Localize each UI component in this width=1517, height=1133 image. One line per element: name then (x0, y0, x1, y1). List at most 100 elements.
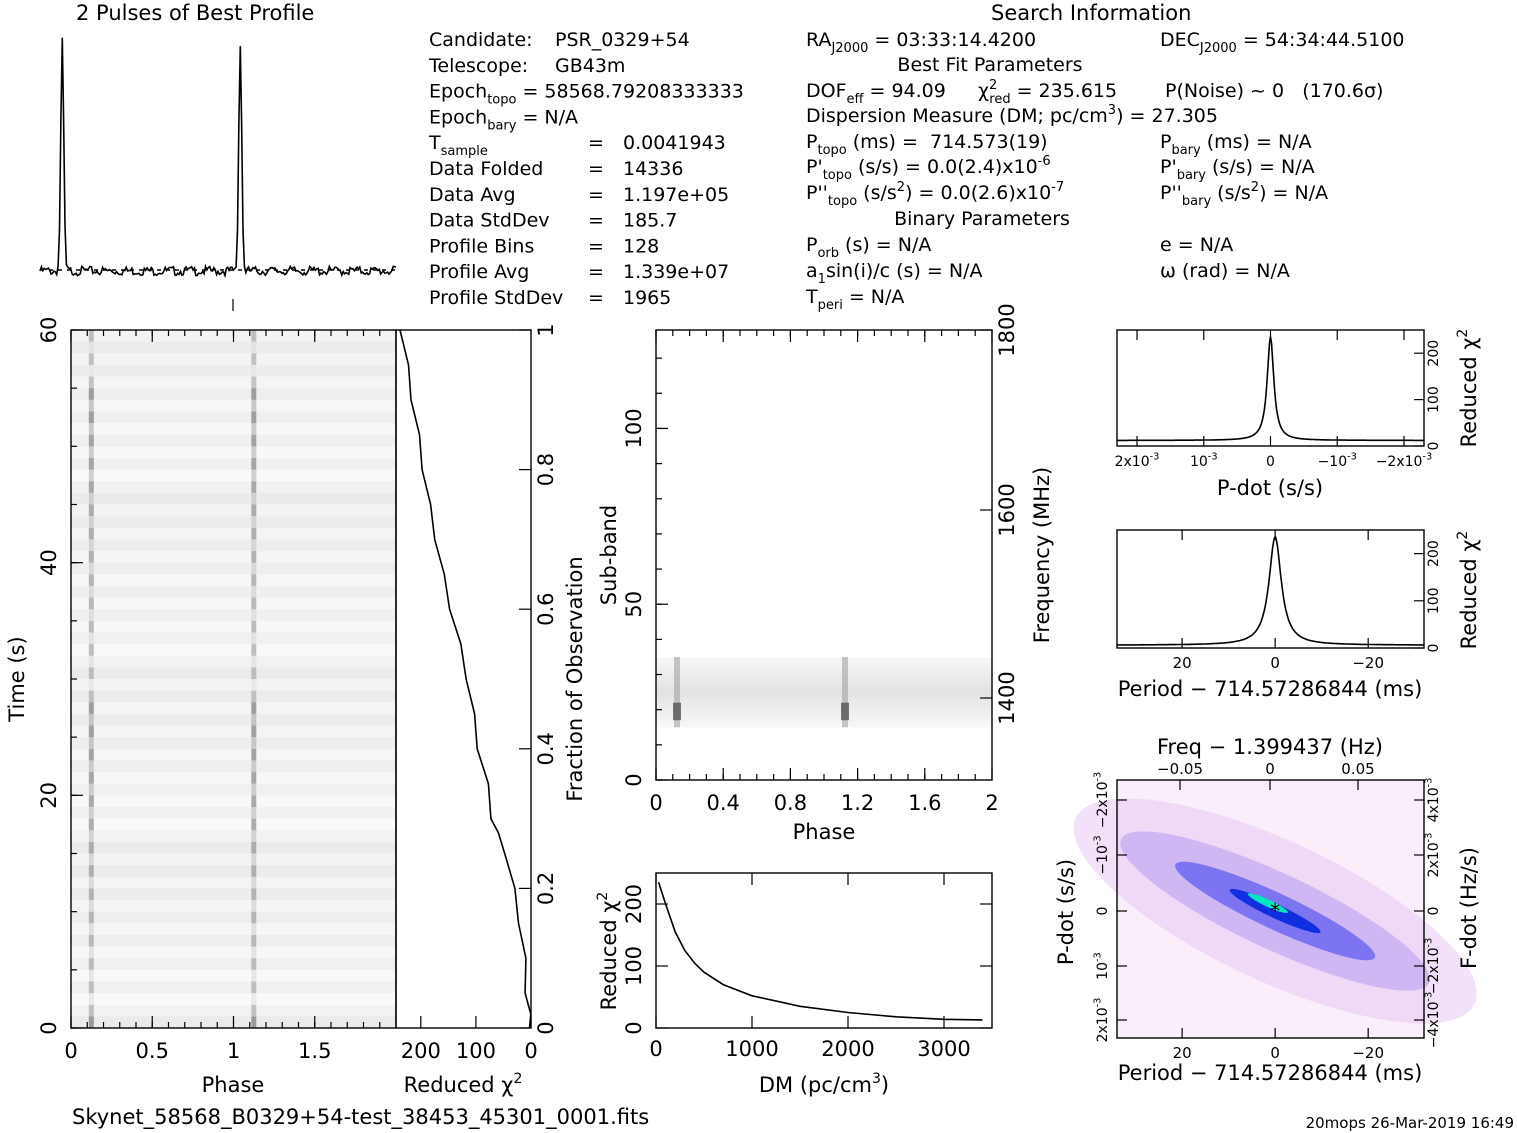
time-phase-axes: 0 0.5 1 1.5 0 20 40 60 (37, 317, 381, 1063)
dec-line: DECJ2000 = 54:34:44.5100 (1160, 29, 1405, 56)
subband-xtick-label: 1.2 (841, 791, 874, 815)
subband-xtick-label: 0 (649, 791, 662, 815)
info-left-value: GB43m (555, 55, 625, 77)
footer-filename: Skynet_58568_B0329+54-test_38453_45301_0… (72, 1105, 649, 1130)
pddtopo-line: P''topo (s/s2) = 0.0(2.6)x10-7 (806, 180, 1064, 209)
period-frame (1116, 529, 1425, 649)
time-phase-ytick-label: 20 (37, 782, 61, 809)
pp-dot-y2tick-label: 2x10-3 (1424, 833, 1442, 878)
time-phase-pulse-cell (251, 1004, 257, 1017)
period-ytick-label: 0 (1426, 644, 1442, 653)
time-phase-pulse-cell (88, 492, 94, 505)
pp-dot-best-marker: * (1270, 899, 1280, 923)
time-phase-row (71, 632, 396, 645)
pdtopo-line: P'topo (s/s) = 0.0(2.4)x10-6 (806, 154, 1051, 183)
dm-frame (655, 872, 993, 1029)
pdot-ytick-label: 0 (1426, 442, 1442, 451)
a1-line: a1sin(i)/c (s) = N/A (806, 260, 982, 287)
time-phase-row (71, 946, 396, 959)
time-phase-row (71, 516, 396, 528)
time-phase-pulse-cell (251, 539, 257, 552)
time-phase-row (71, 772, 396, 784)
pp-dot-x2tick-label: 0 (1265, 760, 1275, 778)
time-phase-pulse-cell (251, 713, 257, 726)
time-phase-pulse-cell (251, 725, 257, 738)
subband-xtick-label: 2 (985, 791, 998, 815)
time-phase-row (71, 737, 396, 749)
time-phase-pulse-cell (251, 667, 257, 679)
time-phase-pulse-cell (251, 527, 257, 540)
subband-xtick-label: 0.8 (774, 791, 807, 815)
time-phase-pulse-cell (88, 481, 94, 493)
time-phase-row (71, 551, 396, 563)
info-left-op: = (588, 132, 604, 154)
time-phase-plot: 0 0.5 1 1.5 0 20 40 60 Phase Time (s) (5, 317, 397, 1097)
time-phase-pulse-cell (88, 818, 94, 831)
dm-ylabel: Reduced χ2 (595, 892, 621, 1011)
time-phase-pulse-cell (251, 737, 257, 749)
time-phase-pulse-cell (251, 457, 257, 470)
fraction-ytick-label: 0.2 (534, 872, 558, 905)
info-mid-block: RAJ2000 = 03:33:14.4200 Best Fit Paramete… (805, 29, 1383, 313)
period-xtick-label: 0 (1270, 654, 1280, 672)
profile-title: 2 Pulses of Best Profile (76, 1, 314, 25)
time-phase-pulse-cell (251, 469, 257, 482)
pp-dot-y2tick-label: 0 (1426, 907, 1442, 916)
time-phase-row (71, 900, 396, 912)
info-left-key: Data Folded (429, 158, 543, 180)
time-phase-row (71, 585, 396, 598)
time-phase-pulse-cell (251, 434, 257, 447)
time-phase-pulse-cell (88, 713, 94, 726)
pp-dot-y2tick-label: 4x10-3 (1424, 778, 1442, 823)
pdot-ytick-label: 200 (1426, 340, 1442, 367)
pbary-line: Pbary (ms) = N/A (1160, 131, 1312, 158)
subband-pulse-core (841, 702, 849, 721)
time-phase-row (71, 539, 396, 552)
time-phase-pulse-cell (88, 772, 94, 784)
time-phase-pulse-cell (251, 772, 257, 784)
dm-line: Dispersion Measure (DM; pc/cm3) = 27.305 (806, 103, 1218, 127)
period-xlabel: Period − 714.57286844 (ms) (1118, 677, 1423, 701)
pp-dot-xtick-label: 0 (1270, 1044, 1280, 1062)
time-phase-pulse-cell (251, 934, 257, 947)
subband-phase-xlabel: Phase (793, 820, 856, 844)
time-phase-pulse-cell (251, 388, 257, 400)
reduced-chi-fraction-curve (399, 329, 532, 1029)
time-phase-pulse-cell (88, 516, 94, 528)
time-phase-row (71, 434, 396, 447)
time-phase-pulse-cell (251, 900, 257, 912)
time-phase-pulse-cell (88, 585, 94, 598)
time-phase-pulse-cell (88, 609, 94, 621)
time-phase-pulse-cell (88, 434, 94, 447)
pdot-xtick-label: −2x10-3 (1376, 452, 1433, 470)
period-ytick-label: 200 (1426, 540, 1442, 567)
info-left-value: 0.0041943 (623, 132, 726, 154)
dm-xlabel: DM (pc/cm3) (759, 1071, 889, 1097)
time-phase-pulse-cell (88, 911, 94, 924)
pp-dot-y2tick-label: −4x10-3 (1424, 992, 1442, 1049)
time-phase-pulse-cell (251, 655, 257, 668)
time-phase-pulse-cell (88, 574, 94, 586)
time-phase-pulse-cell (88, 946, 94, 959)
fraction-ytick-label: 1 (534, 323, 558, 336)
time-phase-pulse-cell (251, 888, 257, 901)
time-phase-pulse-cell (251, 981, 257, 994)
time-phase-xtick-label: 1 (227, 1039, 240, 1063)
time-phase-pulse-cell (251, 923, 257, 935)
time-phase-pulse-cell (88, 795, 94, 807)
time-phase-pulse-cell (251, 690, 257, 703)
info-left-op: = (588, 287, 604, 309)
time-phase-pulse-cell (88, 388, 94, 400)
pp-dot-core (1229, 888, 1321, 934)
time-phase-pulse-cell (88, 900, 94, 912)
info-left-value: 1965 (623, 287, 671, 309)
info-left-value: 128 (623, 235, 659, 257)
period-curve (1117, 536, 1424, 646)
info-left-value: 1.339e+07 (623, 261, 729, 283)
time-phase-row (71, 504, 396, 517)
subband-phase-plot: 0 0.4 0.8 1.2 1.6 2 0 50 100 1400 1600 1800 Phase S… (597, 303, 1054, 844)
